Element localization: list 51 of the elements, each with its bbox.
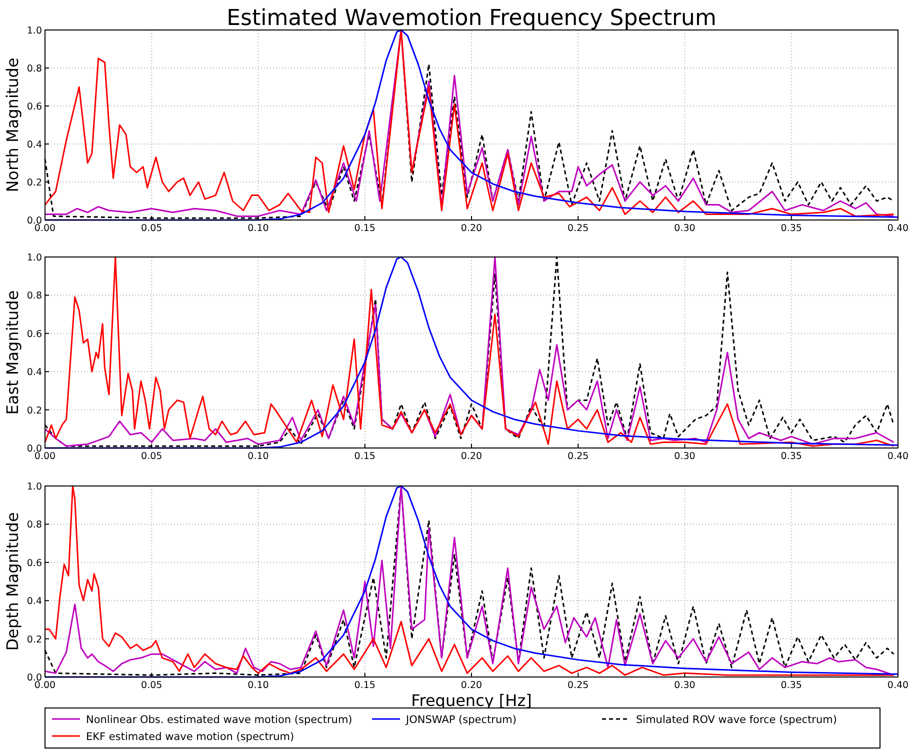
x-tick-label: 0.25	[568, 680, 589, 691]
x-tick-label: 0.30	[674, 223, 696, 234]
y-tick-label: 0.8	[26, 520, 42, 531]
y-tick-label: 0.6	[26, 558, 42, 569]
x-tick-label: 0.15	[354, 680, 376, 691]
y-tick-label: 0.6	[26, 102, 42, 112]
y-tick-label: 0.8	[26, 64, 42, 74]
y-tick-label: 1.0	[26, 482, 42, 492]
legend-label: Nonlinear Obs. estimated wave motion (spectrum)	[86, 714, 352, 726]
x-tick-label: 0.10	[248, 223, 269, 234]
x-tick-label: 0.00	[34, 680, 56, 691]
y-tick-label: 0.6	[26, 328, 42, 340]
x-tick-label: 0.00	[34, 451, 56, 462]
x-tick-label: 0.15	[354, 451, 376, 462]
x-tick-label: 0.30	[674, 680, 696, 691]
x-tick-label: 0.35	[780, 223, 802, 234]
x-tick-label: 0.10	[248, 451, 269, 462]
chart-title: Estimated Wavemotion Frequency Spectrum	[226, 6, 716, 31]
x-tick-label: 0.20	[460, 451, 482, 462]
legend-label: JONSWAP (spectrum)	[405, 714, 516, 726]
y-axis-title: Depth Magnitude	[3, 512, 22, 651]
y-tick-label: 0.8	[26, 290, 42, 302]
x-tick-label: 0.05	[141, 451, 162, 462]
x-tick-label: 0.20	[460, 223, 482, 234]
x-tick-label: 0.35	[780, 680, 802, 691]
y-tick-label: 0.2	[26, 634, 42, 646]
x-tick-label: 0.15	[354, 223, 376, 234]
y-tick-label: 0.4	[26, 140, 42, 150]
x-tick-label: 0.05	[141, 223, 162, 234]
x-tick-label: 0.35	[780, 451, 802, 462]
y-tick-label: 0.2	[26, 405, 42, 416]
legend-label: EKF estimated wave motion (spectrum)	[86, 731, 294, 743]
y-axis-title: North Magnitude	[3, 58, 22, 192]
x-tick-label: 0.25	[568, 223, 589, 234]
x-tick-label: 0.30	[674, 451, 696, 462]
x-tick-label: 0.05	[141, 680, 162, 691]
x-axis-title: Frequency [Hz]	[411, 691, 532, 710]
x-tick-label: 0.25	[568, 451, 589, 462]
y-tick-label: 1.0	[26, 252, 42, 264]
x-tick-label: 0.40	[887, 451, 909, 462]
x-tick-label: 0.40	[887, 223, 909, 234]
x-tick-label: 0.10	[248, 680, 269, 691]
y-axis-title: East Magnitude	[3, 290, 22, 415]
y-tick-label: 1.0	[26, 26, 42, 36]
y-tick-label: 0.4	[26, 367, 42, 378]
x-tick-label: 0.40	[887, 680, 909, 691]
y-tick-label: 0.2	[26, 178, 42, 188]
x-tick-label: 0.00	[34, 223, 56, 234]
y-tick-label: 0.4	[26, 596, 42, 608]
x-tick-label: 0.20	[460, 680, 482, 691]
legend-label: Simulated ROV wave force (spectrum)	[636, 714, 837, 726]
